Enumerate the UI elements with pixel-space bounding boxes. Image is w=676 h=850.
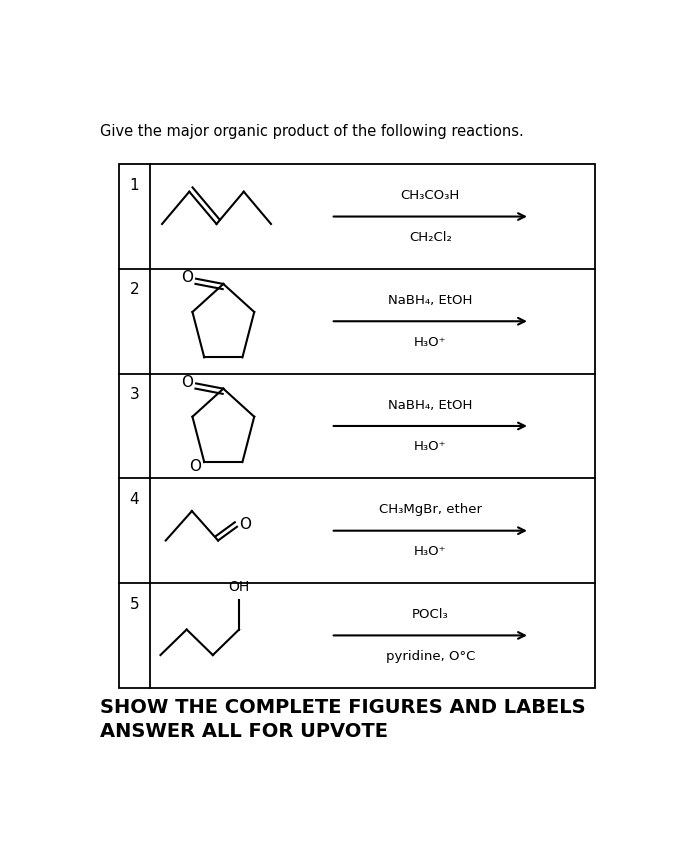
Text: O: O (180, 375, 193, 389)
Text: POCl₃: POCl₃ (412, 608, 449, 621)
Text: CH₃CO₃H: CH₃CO₃H (401, 190, 460, 202)
Text: ANSWER ALL FOR UPVOTE: ANSWER ALL FOR UPVOTE (100, 722, 388, 741)
Text: H₃O⁺: H₃O⁺ (414, 545, 447, 558)
Text: SHOW THE COMPLETE FIGURES AND LABELS: SHOW THE COMPLETE FIGURES AND LABELS (100, 698, 586, 717)
Text: OH: OH (228, 580, 249, 593)
Text: 1: 1 (130, 178, 139, 193)
Text: 4: 4 (130, 492, 139, 507)
Text: NaBH₄, EtOH: NaBH₄, EtOH (388, 399, 473, 411)
Text: O: O (180, 270, 193, 285)
Text: pyridine, O°C: pyridine, O°C (385, 649, 475, 663)
Text: O: O (239, 518, 251, 532)
Bar (118, 164, 596, 688)
Text: H₃O⁺: H₃O⁺ (414, 336, 447, 348)
Text: NaBH₄, EtOH: NaBH₄, EtOH (388, 294, 473, 307)
Text: 2: 2 (130, 282, 139, 297)
Text: 5: 5 (130, 597, 139, 611)
Text: CH₂Cl₂: CH₂Cl₂ (409, 231, 452, 244)
Text: Give the major organic product of the following reactions.: Give the major organic product of the fo… (100, 124, 524, 139)
Text: O: O (189, 458, 201, 473)
Text: H₃O⁺: H₃O⁺ (414, 440, 447, 453)
Text: 3: 3 (129, 387, 139, 402)
Text: CH₃MgBr, ether: CH₃MgBr, ether (379, 503, 482, 516)
